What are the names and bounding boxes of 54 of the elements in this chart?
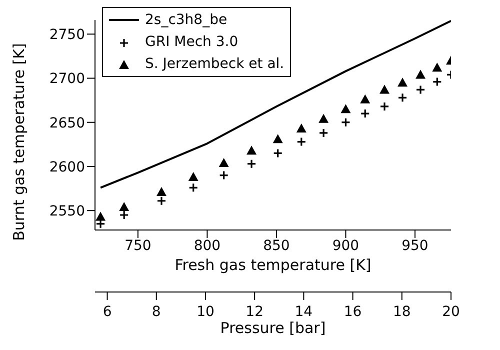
point — [156, 196, 166, 206]
point — [380, 102, 390, 112]
x-tick-label: 800 — [194, 238, 221, 254]
x-tick-label: 950 — [402, 238, 428, 254]
point — [246, 159, 256, 169]
y-axis-title: Burnt gas temperature [K] — [10, 43, 28, 241]
x2-tick-label: 14 — [294, 304, 313, 320]
point — [398, 78, 408, 87]
x2-tick-label: 16 — [344, 304, 362, 320]
point — [398, 92, 408, 102]
point — [380, 84, 390, 94]
point — [432, 62, 442, 72]
x2-tick-label: 10 — [196, 304, 214, 320]
legend-label: 2s_c3h8_be — [145, 11, 228, 30]
x2-tick-label: 12 — [246, 304, 264, 320]
legend-label: S. Jerzembeck et al. — [145, 55, 284, 74]
x-tick-label: 900 — [332, 238, 360, 254]
point — [296, 124, 306, 133]
point — [119, 210, 129, 220]
point — [340, 118, 351, 128]
point — [156, 187, 166, 196]
point — [318, 114, 329, 123]
point — [360, 108, 370, 118]
y-tick-label: 2650 — [49, 115, 85, 132]
point — [96, 219, 106, 229]
point — [96, 212, 106, 221]
point — [318, 128, 328, 138]
point — [188, 182, 198, 192]
x2-tick-label: 6 — [102, 304, 112, 320]
y-tick-label: 2550 — [49, 204, 85, 220]
y-tick-label: 2750 — [49, 27, 85, 44]
point — [219, 170, 229, 180]
point — [218, 158, 229, 167]
x2-tick-label: 8 — [152, 304, 161, 320]
legend-label: GRI Mech 3.0 — [145, 33, 238, 52]
x2-axis-title: Pressure [bar] — [220, 319, 326, 337]
point — [272, 134, 283, 144]
point — [416, 70, 426, 79]
x2-tick-label: 20 — [442, 304, 460, 320]
point — [188, 172, 198, 182]
point — [119, 202, 130, 212]
point — [273, 148, 283, 158]
point — [246, 146, 257, 155]
point — [296, 136, 306, 147]
point — [416, 84, 426, 95]
point — [432, 76, 442, 87]
x-axis-title: Fresh gas temperature [K] — [174, 256, 372, 274]
y-tick-label: 2700 — [49, 71, 85, 88]
x-tick-label: 850 — [263, 238, 290, 254]
point — [340, 104, 351, 114]
point — [360, 94, 370, 104]
y-tick-label: 2600 — [49, 159, 85, 176]
x2-tick-label: 18 — [392, 304, 411, 320]
x-tick-label: 750 — [124, 238, 152, 254]
